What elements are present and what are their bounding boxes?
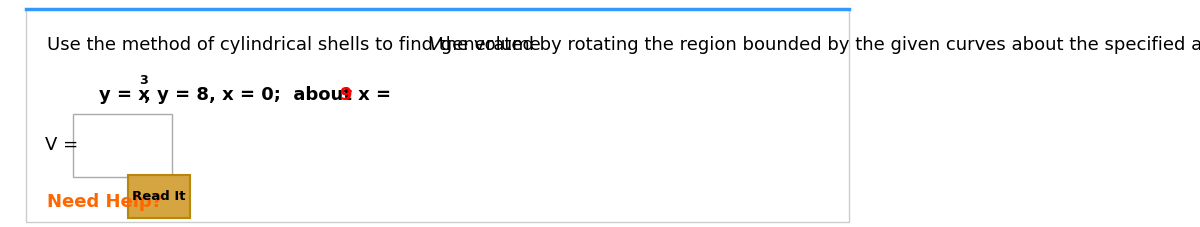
Text: generated by rotating the region bounded by the given curves about the specified: generated by rotating the region bounded… [436,36,1200,54]
Text: y = x: y = x [100,86,150,104]
Text: 3: 3 [139,74,148,87]
Text: V =: V = [44,136,78,154]
FancyBboxPatch shape [73,114,173,177]
FancyBboxPatch shape [127,175,190,218]
FancyBboxPatch shape [26,9,850,222]
Text: 9: 9 [338,86,352,104]
Text: V: V [428,36,440,54]
Text: Need Help?: Need Help? [48,193,162,211]
Text: , y = 8, x = 0;  about x =: , y = 8, x = 0; about x = [144,86,397,104]
Text: Read It: Read It [132,190,185,203]
Text: Use the method of cylindrical shells to find the volume: Use the method of cylindrical shells to … [48,36,547,54]
